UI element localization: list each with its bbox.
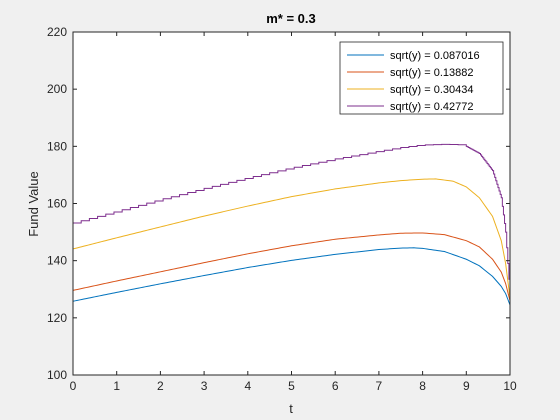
legend-box	[339, 41, 504, 115]
series-line-2	[72, 232, 511, 301]
legend-label-2: sqrt(y) = 0.13882	[390, 67, 473, 79]
y-tick-label: 200	[47, 82, 67, 96]
legend-label-3: sqrt(y) = 0.30434	[390, 84, 473, 96]
series-line-1	[72, 247, 511, 306]
y-tick-label: 100	[47, 368, 67, 382]
y-tick-label: 180	[47, 139, 67, 153]
x-tick-label: 8	[419, 379, 426, 393]
x-tick-label: 7	[376, 379, 383, 393]
series-layer	[72, 143, 511, 306]
y-tick-label: 160	[47, 197, 67, 211]
x-tick-label: 4	[244, 379, 251, 393]
x-tick-label: 1	[113, 379, 120, 393]
x-tick-label: 0	[70, 379, 77, 393]
x-ticks: 0 1 2 3 4 5 6 7 8 9 10	[70, 32, 517, 393]
x-tick-label: 3	[201, 379, 208, 393]
y-tick-label: 220	[47, 25, 67, 39]
series-line-3	[72, 178, 511, 298]
legend-label-4: sqrt(y) = 0.42772	[390, 101, 473, 113]
chart-title: m* = 0.3	[266, 11, 316, 26]
y-tick-label: 140	[47, 254, 67, 268]
y-ticks: 100 120 140 160 180 200 220	[47, 25, 510, 382]
y-axis-label: Fund Value	[26, 171, 41, 237]
x-tick-label: 6	[332, 379, 339, 393]
series-line-4	[73, 143, 511, 295]
x-tick-label: 10	[503, 379, 517, 393]
x-axis-label: t	[289, 401, 293, 416]
legend: sqrt(y) = 0.087016 sqrt(y) = 0.13882 sqrt(…	[339, 41, 504, 115]
y-tick-label: 120	[47, 311, 67, 325]
x-tick-label: 9	[463, 379, 470, 393]
x-tick-label: 5	[288, 379, 295, 393]
legend-label-1: sqrt(y) = 0.087016	[390, 50, 480, 62]
x-tick-label: 2	[157, 379, 164, 393]
